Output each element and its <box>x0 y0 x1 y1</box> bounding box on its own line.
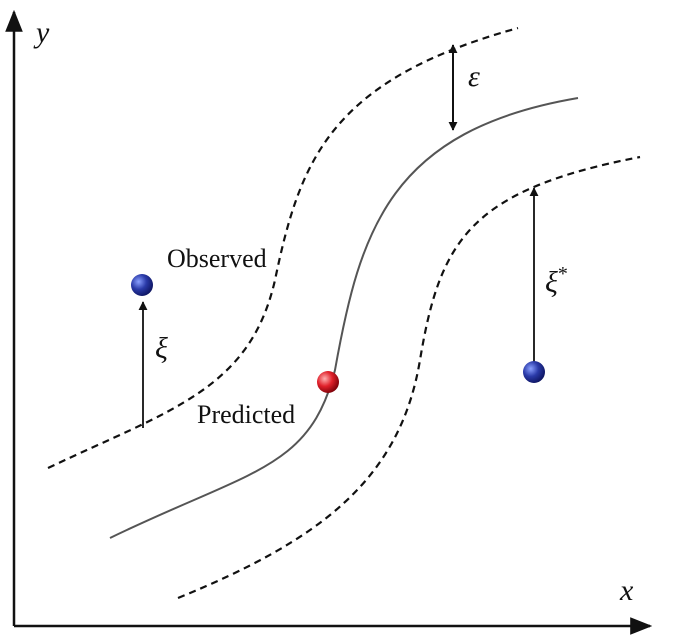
xi-star-superscript: * <box>558 263 568 285</box>
observed-label: Observed <box>167 244 267 273</box>
xi-star-symbol: ξ <box>545 266 558 299</box>
observed-point <box>131 274 153 296</box>
y-axis-label: y <box>33 16 50 49</box>
epsilon-label: ε <box>468 60 480 93</box>
predicted-point <box>317 371 339 393</box>
upper-bound <box>47 26 519 469</box>
outlier-point <box>523 361 545 383</box>
predicted-label: Predicted <box>197 400 295 429</box>
x-axis-label: x <box>619 574 634 607</box>
xi-star-label: ξ* <box>545 263 568 299</box>
regression-curve <box>109 97 579 539</box>
lower-bound <box>177 155 641 600</box>
xi-label: ξ <box>155 332 168 365</box>
